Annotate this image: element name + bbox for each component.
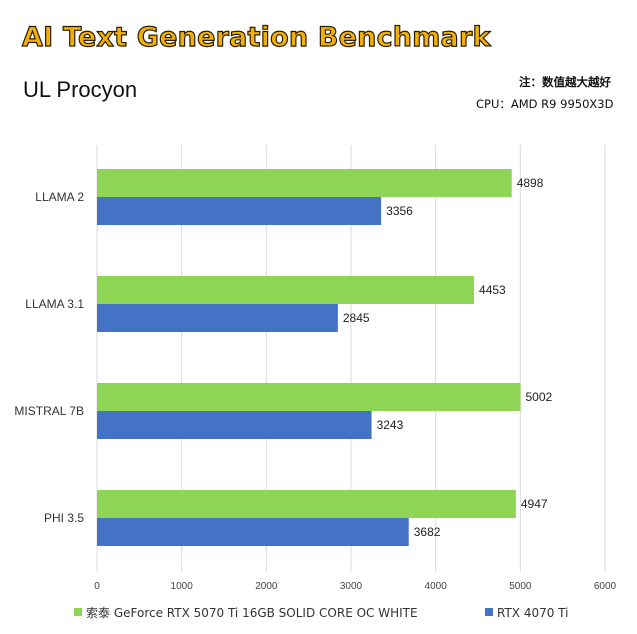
x-tick-label: 3000 xyxy=(340,581,363,592)
data-label: 3243 xyxy=(377,418,404,432)
category-label: MISTRAL 7B xyxy=(14,404,84,418)
x-tick-label: 5000 xyxy=(509,581,532,592)
x-tick-label: 0 xyxy=(94,581,100,592)
x-tick-label: 6000 xyxy=(594,581,617,592)
data-label: 5002 xyxy=(526,390,553,404)
bar-blue xyxy=(97,304,338,332)
legend-swatch xyxy=(485,608,493,616)
data-label: 4947 xyxy=(521,497,548,511)
bar-green xyxy=(97,383,521,411)
category-label: LLAMA 3.1 xyxy=(25,297,84,311)
legend-label: 索泰 GeForce RTX 5070 Ti 16GB SOLID CORE O… xyxy=(86,606,418,620)
data-label: 3682 xyxy=(414,525,441,539)
category-label: PHI 3.5 xyxy=(44,511,84,525)
x-tick-labels: 0 1000 2000 3000 4000 5000 6000 xyxy=(94,581,616,592)
legend-label: RTX 4070 Ti xyxy=(497,606,568,620)
note-text: 注：数值越大越好 xyxy=(519,75,611,89)
x-tick-label: 1000 xyxy=(171,581,194,592)
data-label: 4898 xyxy=(517,176,544,190)
bar-blue xyxy=(97,197,382,225)
cpu-info: CPU：AMD R9 9950X3D xyxy=(476,97,614,111)
data-label: 2845 xyxy=(343,311,370,325)
chart-subtitle: UL Procyon xyxy=(23,77,138,102)
chart-title: AI Text Generation Benchmark xyxy=(21,21,491,53)
data-label: 3356 xyxy=(386,204,413,218)
bar-green xyxy=(97,169,512,197)
legend: 索泰 GeForce RTX 5070 Ti 16GB SOLID CORE O… xyxy=(74,606,568,620)
bar-green xyxy=(97,276,475,304)
data-label: 4453 xyxy=(479,283,506,297)
bar-green xyxy=(97,490,516,518)
bar-blue xyxy=(97,518,409,546)
data-labels: 4898 3356 4453 2845 5002 3243 4947 3682 xyxy=(343,176,553,539)
category-labels: LLAMA 2 LLAMA 3.1 MISTRAL 7B PHI 3.5 xyxy=(14,190,84,525)
x-tick-label: 2000 xyxy=(255,581,278,592)
bars xyxy=(97,169,521,546)
legend-swatch xyxy=(74,608,82,616)
category-label: LLAMA 2 xyxy=(35,190,84,204)
x-tick-label: 4000 xyxy=(425,581,448,592)
bar-blue xyxy=(97,411,372,439)
